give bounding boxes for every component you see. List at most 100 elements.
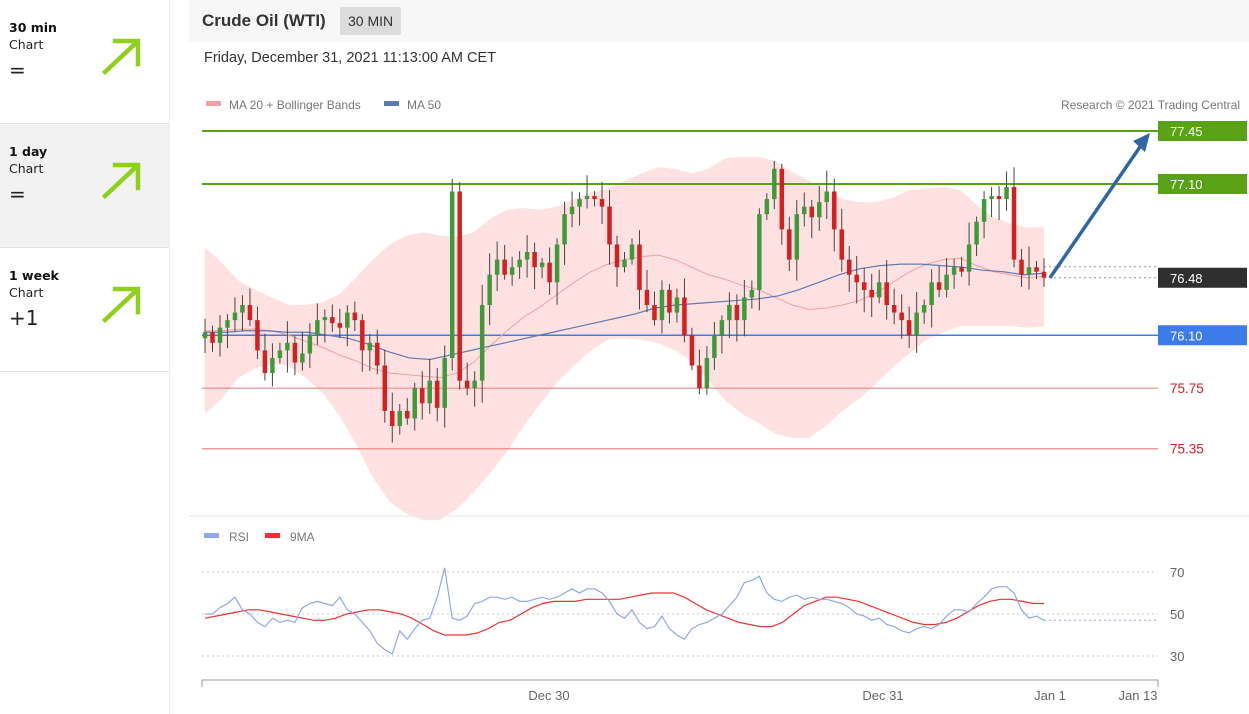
candle-body bbox=[742, 297, 747, 321]
last-price-tag bbox=[1158, 267, 1247, 288]
candle-body bbox=[412, 388, 417, 419]
candle-body bbox=[682, 297, 687, 336]
x-axis: Dec 30 Dec 31 Jan 1 Jan 13 bbox=[201, 679, 1159, 703]
candle-body bbox=[472, 380, 477, 389]
candle-body bbox=[307, 335, 313, 354]
candle-body bbox=[247, 304, 253, 321]
candle-body bbox=[884, 282, 889, 305]
card-signal: = bbox=[9, 58, 26, 82]
candle-body bbox=[300, 353, 305, 363]
candle-body bbox=[562, 214, 567, 245]
candle-body bbox=[524, 252, 530, 260]
candle-body bbox=[764, 199, 770, 215]
candle-body bbox=[869, 289, 874, 298]
candle-body bbox=[569, 206, 575, 215]
candle-body bbox=[712, 335, 717, 358]
x-tick-label: Jan 13 bbox=[1118, 688, 1157, 703]
sidebar-card-1week[interactable]: 1 week Chart +1 bbox=[0, 248, 169, 372]
candle-body bbox=[1004, 186, 1009, 200]
resistance-tag bbox=[1158, 173, 1247, 194]
candle-body bbox=[929, 282, 934, 305]
candle-body bbox=[809, 206, 815, 218]
candle-body bbox=[734, 304, 740, 321]
candle-body bbox=[434, 380, 440, 408]
candle-body bbox=[292, 342, 298, 363]
card-signal: = bbox=[9, 182, 26, 206]
candle-body bbox=[659, 289, 665, 321]
arrow-up-right-icon bbox=[101, 162, 141, 200]
candle-body bbox=[345, 312, 350, 328]
sidebar-divider bbox=[169, 0, 170, 714]
candle-body bbox=[787, 229, 792, 260]
candle-body bbox=[584, 196, 590, 200]
bollinger-band bbox=[205, 156, 1044, 520]
candle-body bbox=[966, 244, 972, 272]
candle-body bbox=[951, 267, 957, 275]
candle-body bbox=[405, 410, 410, 419]
x-tick-label: Dec 31 bbox=[862, 688, 903, 703]
rsi-legend-label: RSI bbox=[229, 530, 249, 544]
rsi-ma-line bbox=[204, 592, 1044, 636]
support-label: 75.75 bbox=[1170, 381, 1204, 396]
candle-body bbox=[817, 202, 822, 218]
candle-body bbox=[757, 214, 762, 290]
candle-body bbox=[270, 357, 275, 374]
candle-body bbox=[532, 252, 537, 268]
candlesticks bbox=[202, 160, 1047, 443]
candle-body bbox=[262, 350, 268, 374]
candle-body bbox=[367, 342, 373, 351]
candle-body bbox=[959, 267, 964, 272]
chart-title: Crude Oil (WTI) bbox=[202, 11, 326, 30]
candle-body bbox=[509, 267, 515, 275]
candle-body bbox=[1041, 271, 1047, 278]
ma20-legend-label: MA 20 + Bollinger Bands bbox=[229, 98, 361, 112]
rsi-ma-legend-label: 9MA bbox=[290, 530, 315, 544]
candle-body bbox=[629, 244, 635, 260]
card-label: Chart bbox=[9, 285, 44, 300]
timeframe-badge[interactable]: 30 MIN bbox=[340, 7, 402, 35]
candle-body bbox=[232, 312, 238, 321]
candle-body bbox=[644, 289, 650, 305]
candle-body bbox=[599, 199, 605, 207]
sidebar-card-1day[interactable]: 1 day Chart = bbox=[0, 124, 169, 248]
candle-body bbox=[427, 380, 432, 404]
candle-body bbox=[989, 196, 994, 200]
candle-body bbox=[936, 282, 942, 290]
card-timeframe: 1 week bbox=[9, 268, 59, 283]
candle-body bbox=[322, 317, 328, 321]
candle-body bbox=[382, 365, 388, 411]
candle-body bbox=[704, 357, 710, 389]
candle-body bbox=[419, 388, 425, 404]
candle-body bbox=[330, 317, 335, 324]
candle-body bbox=[824, 191, 830, 203]
candle-body bbox=[652, 304, 657, 321]
candle-body bbox=[614, 244, 620, 268]
timeframe-sidebar: 30 min Chart = 1 day Chart = 1 week Char… bbox=[0, 0, 169, 375]
candle-body bbox=[502, 259, 507, 275]
rsi-ma-legend-swatch bbox=[265, 533, 280, 538]
card-label: Chart bbox=[9, 37, 44, 52]
candle-body bbox=[607, 206, 612, 245]
forecast-arrow-head bbox=[1133, 133, 1150, 152]
candle-body bbox=[554, 244, 560, 283]
candle-body bbox=[547, 262, 552, 283]
candle-body bbox=[397, 410, 403, 427]
rsi-pane: 70 50 30 bbox=[202, 565, 1184, 664]
candle-body bbox=[974, 221, 979, 245]
candle-body bbox=[996, 196, 1002, 200]
candle-body bbox=[285, 342, 290, 351]
ma50-legend-label: MA 50 bbox=[407, 98, 441, 112]
rsi-legend-swatch bbox=[204, 533, 219, 538]
candle-body bbox=[832, 191, 837, 230]
candle-body bbox=[861, 282, 867, 290]
candle-body bbox=[487, 274, 492, 305]
ma50-line bbox=[205, 263, 1045, 361]
candle-body bbox=[277, 350, 283, 358]
card-label: Chart bbox=[9, 161, 44, 176]
rsi-tick-label: 50 bbox=[1170, 607, 1184, 622]
price-levels bbox=[202, 130, 1158, 450]
candle-body bbox=[981, 199, 987, 222]
forecast-arrow-shaft bbox=[1048, 143, 1144, 279]
sidebar-card-30min[interactable]: 30 min Chart = bbox=[0, 0, 169, 124]
ma20-legend-swatch bbox=[206, 101, 221, 106]
